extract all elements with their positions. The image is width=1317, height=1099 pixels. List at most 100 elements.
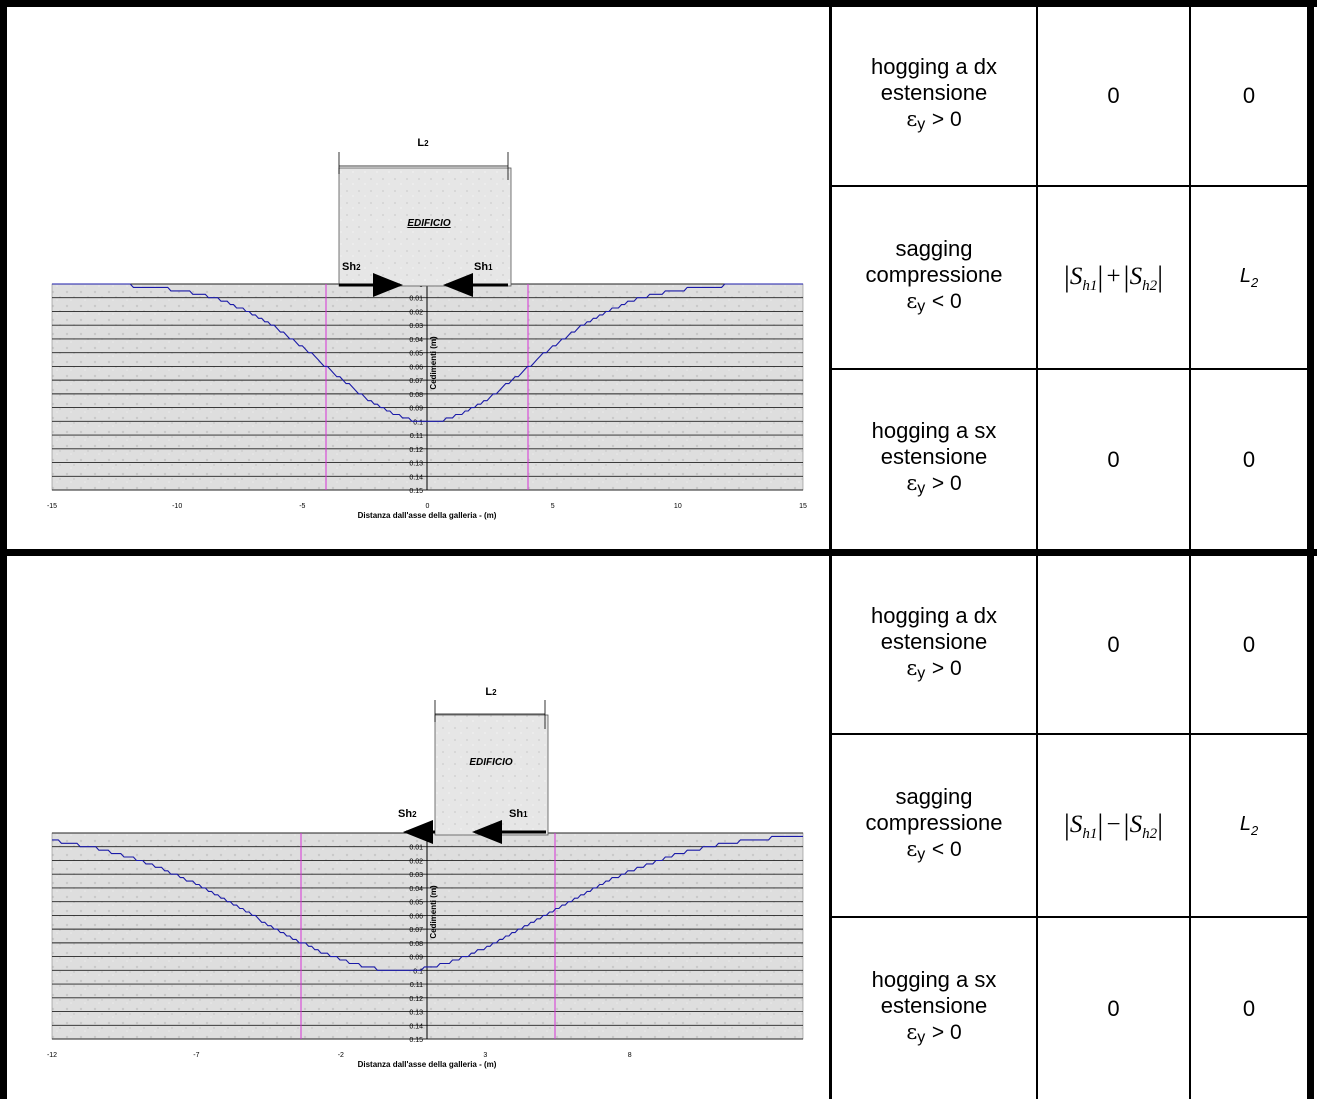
y-tick-label: 0.07 <box>409 927 423 934</box>
y-tick-label: 0.13 <box>409 1010 423 1017</box>
y-tick-label: 0.05 <box>409 900 423 907</box>
table-row-line <box>830 185 1310 187</box>
table-divider-thick <box>0 549 1317 556</box>
y-tick-label: 0.09 <box>409 406 423 413</box>
x-tick-label: 8 <box>628 1052 632 1059</box>
y-tick-label: 0.02 <box>409 309 423 316</box>
value-cell: 0 <box>1107 995 1120 1021</box>
building-label: EDIFICIO <box>407 218 451 229</box>
length-label: L2 <box>485 686 497 698</box>
formula-sum: |Sh1| + |Sh2| <box>1063 260 1164 294</box>
y-tick-labels: 00.010.020.030.040.050.060.070.080.090.1… <box>409 282 423 495</box>
settlement-curve <box>52 283 803 422</box>
formula-cell: |Sh1| − |Sh2| <box>1038 735 1189 916</box>
length-label: L2 <box>417 137 429 149</box>
y-tick-label: 0.09 <box>409 955 423 962</box>
y-tick-label: 0.03 <box>409 323 423 330</box>
table-col-divider-3 <box>1189 0 1191 1099</box>
y-tick-label: 0.11 <box>410 982 423 989</box>
case-cell-hogging-sx: hogging a sx estensione εy > 0 <box>832 370 1036 549</box>
settlement-curve <box>52 835 803 971</box>
y-tick-label: 0.12 <box>409 447 423 454</box>
y-tick-label: 0.14 <box>409 1023 423 1030</box>
table-row-line <box>830 733 1310 735</box>
case-cell-hogging-sx: hogging a sx estensione εy > 0 <box>832 918 1036 1099</box>
building <box>434 714 549 836</box>
settlement-diagram-1: 0 0.01 0.02 0.03 0.04 0.05 0.06 0.07 0.08 0.09 0.1… <box>47 137 807 520</box>
y-tick-label: 0.07 <box>409 378 423 385</box>
y-tick-label: 0.03 <box>409 872 423 879</box>
y-tick-label: 0.15 <box>409 1037 423 1044</box>
force-label-sh1: Sh1 <box>509 808 528 820</box>
case-cell-sagging: sagging compressione εy < 0 <box>832 735 1036 916</box>
y-tick-label: 0.13 <box>409 461 423 468</box>
y-tick-label: 0.08 <box>409 941 423 948</box>
formula-difference: |Sh1| − |Sh2| <box>1063 808 1164 842</box>
x-tick-label: 5 <box>551 503 555 510</box>
strain-condition: εy > 0 <box>906 470 962 497</box>
y-tick-label: 0.15 <box>409 488 423 495</box>
table-row-line <box>830 368 1310 370</box>
x-tick-label: -7 <box>193 1052 199 1059</box>
y-tick-label: 0.12 <box>409 996 423 1003</box>
x-tick-label: -2 <box>338 1052 344 1059</box>
x-tick-label: -15 <box>47 503 57 510</box>
y-tick-label: 0.08 <box>409 392 423 399</box>
value-cell: 0 <box>1242 631 1256 657</box>
y-tick-label: 0.11 <box>410 433 423 440</box>
force-label-sh2: Sh2 <box>342 261 361 273</box>
building-label: EDIFICIO <box>469 757 513 768</box>
value-cell: 0 <box>1107 446 1120 472</box>
x-tick-label: 3 <box>483 1052 487 1059</box>
x-axis-label: Distanza dall'asse della galleria - (m) <box>358 511 497 520</box>
y-tick-label: 0.1 <box>413 419 423 426</box>
y-axis-label: Cedimenti (m) <box>429 885 438 939</box>
y-tick-label: 0.14 <box>409 474 423 481</box>
y-tick-label: 0.01 <box>409 845 423 852</box>
y-tick-label: 0.05 <box>409 351 423 358</box>
length-cell: L2 <box>1239 813 1259 838</box>
y-tick-label: 0.1 <box>413 968 423 975</box>
strain-condition: εy > 0 <box>906 1019 962 1046</box>
value-cell: 0 <box>1242 446 1256 472</box>
table-row-line <box>830 916 1310 918</box>
value-cell: 0 <box>1242 83 1256 108</box>
strain-condition: εy > 0 <box>906 655 962 682</box>
force-label-sh1: Sh1 <box>474 261 493 273</box>
y-axis-label: Cedimenti (m) <box>429 336 438 390</box>
y-tick-label: 0.04 <box>409 886 423 893</box>
case-cell-hogging-dx: hogging a dx estensione εy > 0 <box>832 556 1036 733</box>
table-border-left <box>0 0 7 1099</box>
case-cell-sagging: sagging compressione εy < 0 <box>832 187 1036 368</box>
y-tick-label: 0.06 <box>409 913 423 920</box>
y-tick-label: 0.04 <box>409 337 423 344</box>
y-tick-label: 0.02 <box>409 858 423 865</box>
x-tick-labels: -12 -7 -2 3 8 <box>47 1052 632 1059</box>
building <box>338 167 512 287</box>
x-tick-label: -10 <box>172 503 182 510</box>
value-cell: 0 <box>1242 995 1256 1021</box>
y-tick-label: 0.06 <box>409 364 423 371</box>
table-col-divider-1 <box>829 0 832 1099</box>
length-cell: L2 <box>1239 265 1259 290</box>
table-border-top <box>0 0 1317 7</box>
x-tick-label: 15 <box>799 503 807 510</box>
settlement-diagram-2: 00.010.020.030.040.050.060.070.080.090.1… <box>47 686 804 1069</box>
x-tick-labels: -15 -10 -5 0 5 10 15 <box>47 503 807 510</box>
y-tick-label: 0.01 <box>409 296 423 303</box>
strain-condition: εy < 0 <box>906 288 962 315</box>
table-col-divider-2 <box>1036 0 1038 1099</box>
x-tick-label: -12 <box>47 1052 57 1059</box>
force-label-sh2: Sh2 <box>398 808 417 820</box>
table-border-right <box>1307 0 1314 1099</box>
x-tick-label: 0 <box>426 503 430 510</box>
value-cell: 0 <box>1107 83 1120 108</box>
x-tick-label: -5 <box>299 503 305 510</box>
x-tick-label: 10 <box>674 503 682 510</box>
x-axis-label: Distanza dall'asse della galleria - (m) <box>358 1060 497 1069</box>
strain-condition: εy > 0 <box>906 107 962 133</box>
strain-condition: εy < 0 <box>906 836 962 863</box>
value-cell: 0 <box>1107 631 1120 657</box>
formula-cell: |Sh1| + |Sh2| <box>1038 187 1189 368</box>
